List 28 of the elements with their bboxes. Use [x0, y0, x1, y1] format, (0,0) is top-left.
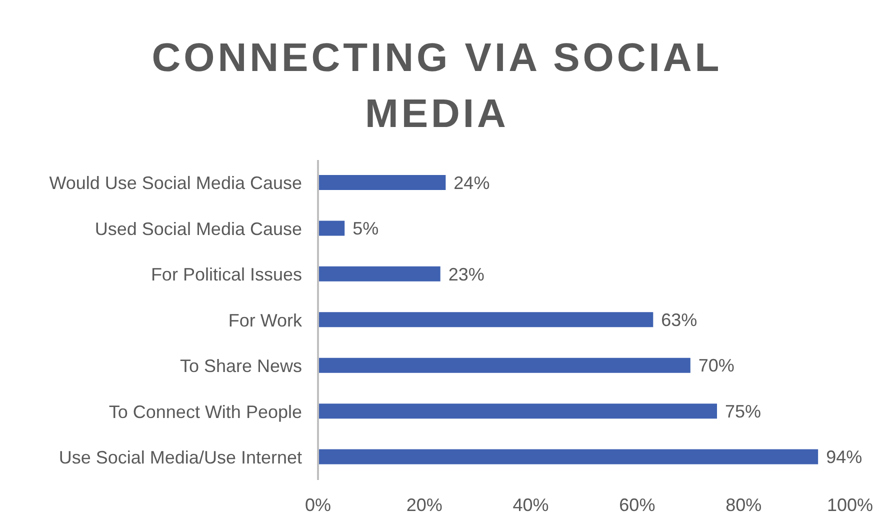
- data-label: 70%: [698, 356, 734, 376]
- x-tick-label: 0%: [304, 494, 332, 515]
- y-tick-label: Use Social Media/Use Internet: [58, 448, 302, 468]
- y-tick-label: For Work: [228, 310, 303, 330]
- x-tick-label: 60%: [619, 494, 656, 515]
- data-label: 63%: [661, 310, 698, 330]
- data-label: 24%: [454, 172, 490, 193]
- data-label: 5%: [352, 218, 379, 239]
- bar: [318, 312, 654, 328]
- x-tick-label: 20%: [406, 494, 442, 515]
- x-tick-label: 80%: [726, 494, 762, 515]
- bar: [318, 175, 446, 190]
- data-label: 75%: [725, 401, 762, 422]
- x-tick-label: 40%: [512, 494, 549, 515]
- y-tick-label: To Share News: [180, 356, 302, 376]
- y-tick-label: Would Use Social Media Cause: [49, 173, 302, 194]
- y-tick-label: For Political Issues: [150, 264, 302, 285]
- y-tick-label: To Connect With People: [108, 402, 302, 422]
- chart-title: CONNECTING VIA SOCIAL MEDIA: [150, 35, 724, 138]
- data-label: 23%: [448, 264, 484, 284]
- data-label: 94%: [826, 447, 862, 468]
- bar: [318, 266, 440, 282]
- bar: [318, 404, 717, 419]
- bar: [318, 449, 818, 464]
- bar: [318, 358, 690, 373]
- x-tick-label: 100%: [826, 494, 874, 515]
- y-tick-label: Used Social Media Cause: [94, 218, 302, 239]
- bar: [318, 220, 345, 236]
